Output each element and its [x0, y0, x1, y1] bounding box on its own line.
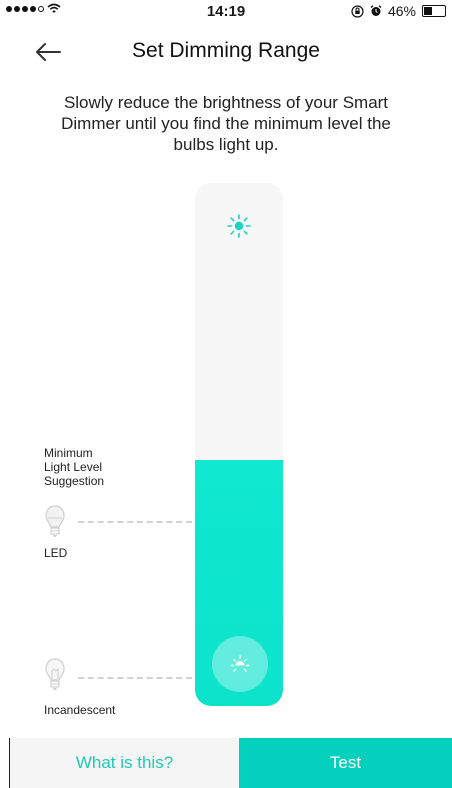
brightness-slider[interactable] [195, 183, 283, 706]
page-title: Set Dimming Range [132, 39, 320, 62]
header: Set Dimming Range [0, 24, 452, 82]
status-bar: 14:19 46% [0, 0, 452, 24]
sun-icon [227, 214, 251, 238]
alarm-icon [370, 5, 382, 16]
incandescent-bulb-icon [45, 658, 65, 690]
battery-level [424, 7, 433, 15]
battery-percent: 46% [387, 3, 416, 19]
status-time: 14:19 [206, 3, 246, 20]
arrow-left-icon [36, 43, 61, 61]
dim-sun-icon [230, 655, 250, 672]
led-dashed-line [78, 521, 192, 523]
led-label: LED [44, 546, 68, 560]
incandescent-label: Incandescent [44, 703, 116, 717]
bottom-action-bar: What is this? Test [10, 738, 452, 788]
test-button[interactable]: Test [239, 738, 452, 788]
signal-indicator [6, 3, 61, 14]
incandescent-dashed-line [78, 677, 192, 679]
status-right: 46% [351, 3, 446, 19]
battery-icon [422, 5, 446, 17]
back-button[interactable] [30, 36, 66, 68]
led-bulb-icon [45, 505, 65, 537]
signal-strength-icon [6, 5, 44, 12]
what-is-this-button[interactable]: What is this? [10, 738, 239, 788]
wifi-icon [47, 3, 61, 13]
instruction-text: Slowly reduce the brightness of your Sma… [61, 93, 391, 154]
minimum-light-level-label: Minimum Light Level Suggestion [44, 446, 105, 488]
left-edge-divider [9, 738, 10, 788]
slider-handle[interactable] [212, 636, 268, 692]
orientation-lock-icon [351, 4, 364, 18]
